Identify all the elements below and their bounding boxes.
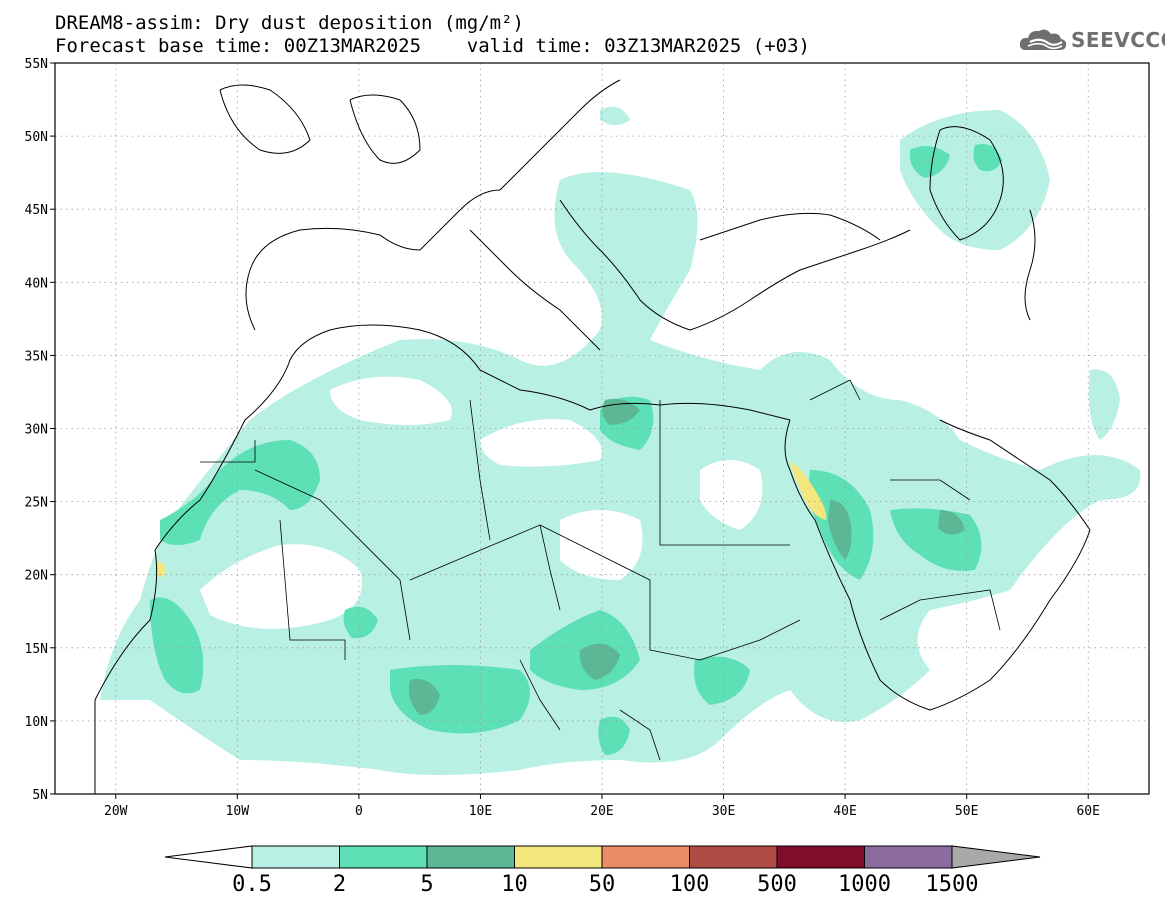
lat-tick-label: 35N bbox=[25, 349, 48, 364]
colorbar-swatch bbox=[251, 845, 340, 869]
lat-tick-label: 25N bbox=[25, 496, 48, 511]
colorbar-swatch bbox=[689, 845, 778, 869]
lat-tick-label: 55N bbox=[25, 57, 48, 72]
colorbar-swatch bbox=[864, 845, 953, 869]
dust-deposition-field bbox=[55, 63, 1149, 794]
legend-label: 1500 bbox=[925, 872, 979, 897]
legend-label: 50 bbox=[588, 872, 616, 897]
legend-label: 100 bbox=[669, 872, 710, 897]
lon-tick-label: 40E bbox=[833, 804, 856, 819]
cloud-logo-icon bbox=[1019, 29, 1067, 50]
colorbar-swatch bbox=[339, 845, 428, 869]
country-borders bbox=[200, 379, 1001, 761]
lon-tick-label: 30E bbox=[712, 804, 735, 819]
lon-tick-label: 10W bbox=[226, 804, 250, 819]
lon-tick-label: 60E bbox=[1076, 804, 1099, 819]
map-frame bbox=[50, 62, 1150, 799]
colorbar-swatch bbox=[776, 845, 865, 869]
lat-tick-label: 50N bbox=[25, 130, 48, 145]
legend-label: 1000 bbox=[838, 872, 891, 897]
dust-level-5 bbox=[408, 398, 965, 715]
lon-tick-label: 20E bbox=[590, 804, 613, 819]
lat-tick-label: 30N bbox=[25, 423, 48, 438]
axis-ticks bbox=[50, 62, 1089, 799]
legend-label: 500 bbox=[757, 872, 797, 897]
dust-level-10 bbox=[158, 462, 827, 577]
colorbar-swatch bbox=[426, 845, 515, 869]
legend-label: 10 bbox=[501, 872, 528, 897]
lat-tick-label: 45N bbox=[25, 203, 48, 218]
lat-tick-label: 5N bbox=[32, 788, 48, 803]
lat-tick-label: 20N bbox=[25, 569, 48, 584]
legend-label: 2 bbox=[332, 872, 347, 897]
colorbar-swatch bbox=[514, 845, 603, 869]
colorbar bbox=[164, 845, 1041, 869]
lon-tick-label: 50E bbox=[955, 804, 978, 819]
gridlines bbox=[55, 63, 1149, 794]
colorbar-over-triangle bbox=[951, 845, 1041, 869]
seevccc-logo: SEEVCCC bbox=[1018, 26, 1165, 54]
colorbar-swatch bbox=[601, 845, 690, 869]
colorbar-under-triangle bbox=[164, 845, 253, 869]
lon-tick-label: 0 bbox=[355, 804, 363, 819]
lat-tick-label: 15N bbox=[25, 642, 48, 657]
forecast-times: Forecast base time: 00Z13MAR2025 valid t… bbox=[55, 35, 810, 57]
lat-tick-label: 40N bbox=[25, 276, 48, 291]
legend-label: 0.5 bbox=[232, 872, 272, 897]
lon-tick-label: 20W bbox=[104, 804, 128, 819]
coastlines bbox=[94, 79, 1091, 794]
latitude-labels: 55N 50N 45N 40N 35N 30N 25N 20N 15N 10N 5N bbox=[25, 57, 48, 803]
map-title: DREAM8-assim: Dry dust deposition (mg/m²… bbox=[55, 12, 524, 34]
logo-text: SEEVCCC bbox=[1071, 28, 1165, 52]
longitude-labels: 20W 10W 0 10E 20E 30E 40E 50E 60E bbox=[104, 804, 1100, 819]
legend-label: 5 bbox=[420, 872, 434, 897]
lon-tick-label: 10E bbox=[469, 804, 492, 819]
lat-tick-label: 10N bbox=[25, 715, 48, 730]
dust-clear-areas bbox=[200, 376, 1040, 650]
